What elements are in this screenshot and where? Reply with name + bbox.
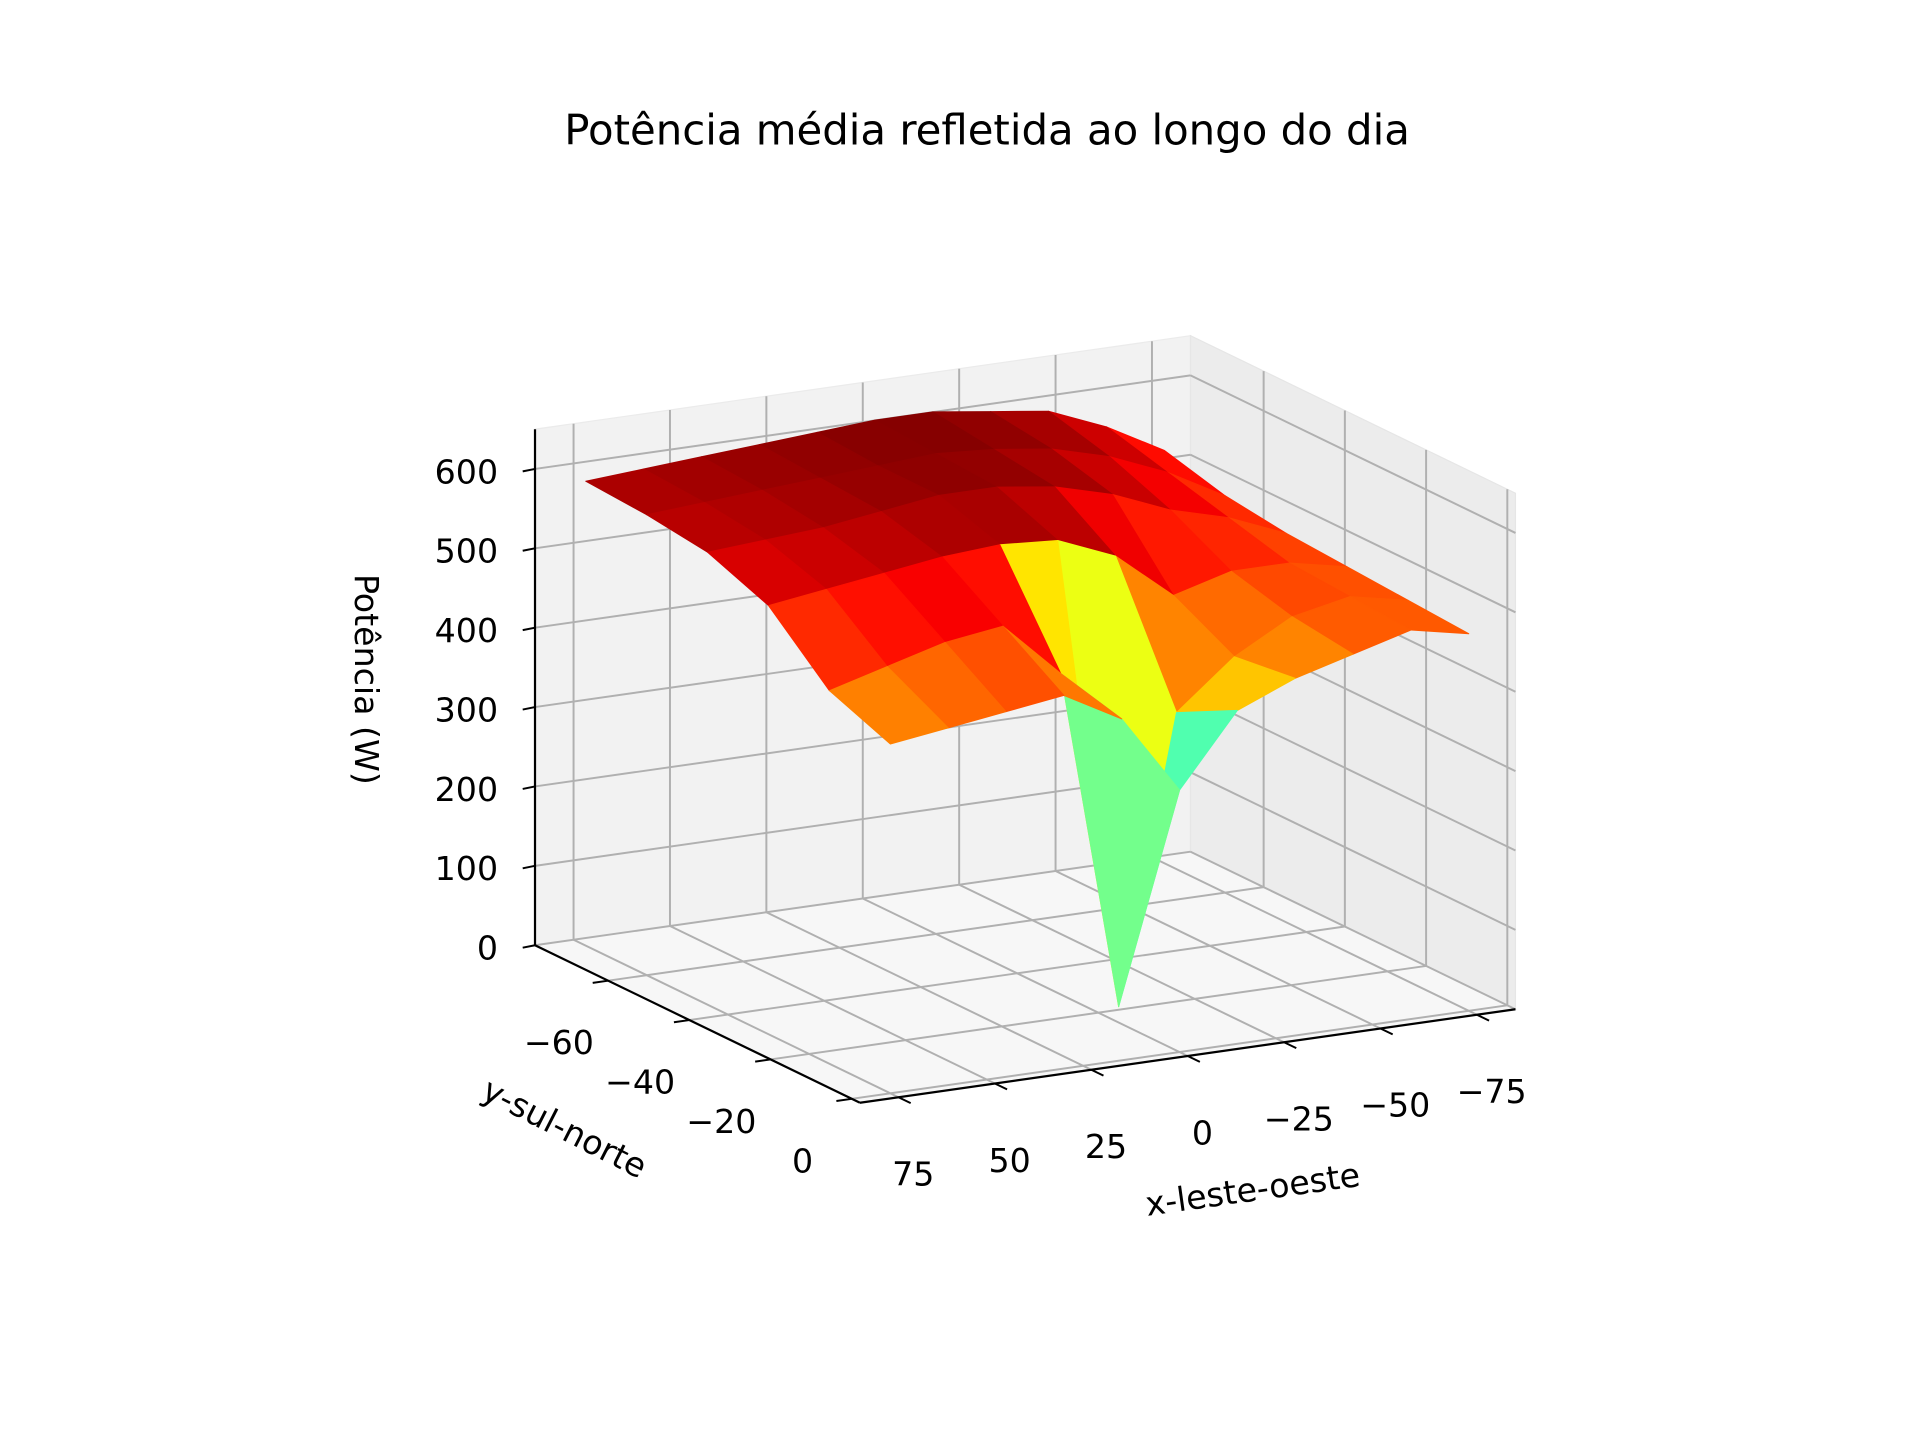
chart-title: Potência média refletida ao longo do dia: [564, 105, 1410, 154]
x-tick-mark: [1380, 1027, 1394, 1036]
floor-grid-line: [765, 911, 1092, 1071]
y-axis-line: [534, 944, 861, 1104]
back-grid-line: [534, 374, 1191, 470]
floor-grid-line: [573, 938, 899, 1099]
x-tick-mark: [994, 1082, 1008, 1091]
z-tick-mark: [522, 626, 536, 632]
z-tick-label: 400: [435, 611, 498, 650]
x-axis-line: [859, 1008, 1516, 1104]
y-tick-label: 0: [792, 1141, 813, 1180]
back-grid-line: [534, 850, 1191, 947]
x-tick-label: 75: [892, 1155, 934, 1194]
z-tick-label: 100: [435, 849, 498, 888]
y-tick-mark: [592, 979, 609, 984]
z-tick-mark: [522, 706, 536, 711]
x-axis-label: x-leste-oeste: [1143, 1155, 1363, 1224]
y-tick-label: −40: [605, 1063, 675, 1102]
y-tick-mark: [673, 1019, 690, 1024]
z-tick-label: 600: [435, 452, 498, 491]
side-grid-line: [1190, 771, 1516, 931]
y-tick-mark: [836, 1097, 852, 1102]
x-tick-mark: [1283, 1041, 1297, 1050]
side-grid-line: [1190, 453, 1516, 614]
floor-grid-line: [851, 1004, 1508, 1100]
z-tick-mark: [522, 785, 536, 790]
x-tick-mark: [1090, 1068, 1104, 1077]
floor-grid-line: [669, 925, 996, 1085]
x-tick-label: 50: [989, 1141, 1031, 1180]
x-tick-label: 0: [1192, 1113, 1213, 1152]
tick-labels: −75 −50 −25 0 25 50 75 −60 −40 −20 0 0 100 200 300 400 5…: [435, 452, 1527, 1193]
floor-grid-line: [689, 925, 1346, 1022]
side-grid-line: [1190, 374, 1516, 534]
z-tick-label: 0: [477, 929, 498, 968]
surface-cell: [828, 666, 949, 745]
x-tick-label: 25: [1085, 1127, 1127, 1166]
floor-grid-line: [770, 964, 1427, 1061]
z-tick-mark: [522, 864, 536, 870]
y-tick-label: −20: [686, 1102, 756, 1141]
z-tick-label: 300: [435, 690, 498, 729]
z-tick-mark: [522, 944, 536, 949]
x-tick-mark: [1476, 1013, 1490, 1022]
x-tick-label: −75: [1457, 1072, 1527, 1111]
floor-grid-line: [607, 886, 1264, 982]
side-grid-line: [1190, 850, 1516, 1011]
x-tick-mark: [1187, 1055, 1201, 1063]
floor-grid-line: [862, 897, 1189, 1057]
axes: [522, 429, 1516, 1105]
x-tick-label: −50: [1360, 1086, 1430, 1125]
side-grid-line: [1190, 692, 1516, 852]
x-tick-mark: [898, 1096, 912, 1105]
x-tick-label: −25: [1264, 1100, 1334, 1139]
floor-grid-line: [1151, 856, 1478, 1016]
y-tick-label: −60: [524, 1023, 594, 1062]
z-axis-label: Potência (W): [347, 574, 386, 785]
y-tick-mark: [755, 1058, 771, 1063]
z-tick-mark: [522, 547, 536, 552]
z-tick-label: 500: [435, 532, 498, 571]
z-tick-label: 200: [435, 770, 498, 809]
z-tick-mark: [522, 467, 536, 473]
surface: [585, 410, 1470, 1008]
